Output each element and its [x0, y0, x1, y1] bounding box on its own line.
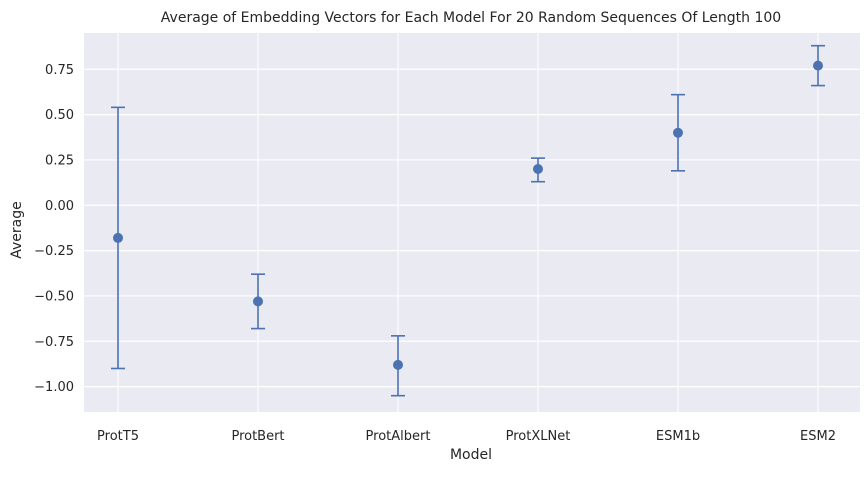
y-tick-labels: 0.75 0.50 0.25 0.00 −0.25 −0.50 −0.75 −1.00	[34, 63, 74, 395]
plot-area	[84, 33, 860, 412]
data-marks	[111, 44, 825, 397]
y-tick-label: 0.75	[45, 63, 74, 78]
y-tick-label: −0.75	[34, 335, 74, 350]
x-tick-labels: ProtT5 ProtBert ProtAlbert ProtXLNet ESM1b ES…	[97, 429, 836, 444]
data-point	[393, 359, 403, 370]
y-tick-label: 0.25	[45, 153, 74, 168]
x-axis-title: Model	[450, 447, 492, 463]
y-tick-label: 0.50	[45, 108, 74, 123]
x-tick-label: ProtT5	[97, 429, 139, 444]
y-tick-label: −1.00	[34, 380, 74, 395]
data-point	[673, 127, 683, 138]
data-point	[813, 60, 823, 71]
y-axis-title: Average	[9, 201, 25, 259]
x-tick-label: ProtXLNet	[506, 429, 571, 444]
x-tick-label: ProtAlbert	[366, 429, 431, 444]
y-tick-label: −0.25	[34, 244, 74, 259]
chart-title: Average of Embedding Vectors for Each Mo…	[161, 10, 781, 26]
data-point	[253, 296, 263, 307]
data-point	[533, 164, 543, 175]
y-tick-label: −0.50	[34, 289, 74, 304]
y-tick-label: 0.00	[45, 199, 74, 214]
grid-lines	[84, 33, 860, 412]
x-tick-label: ESM1b	[656, 429, 700, 444]
data-point	[113, 232, 123, 243]
x-tick-label: ESM2	[800, 429, 836, 444]
x-tick-label: ProtBert	[231, 429, 284, 444]
